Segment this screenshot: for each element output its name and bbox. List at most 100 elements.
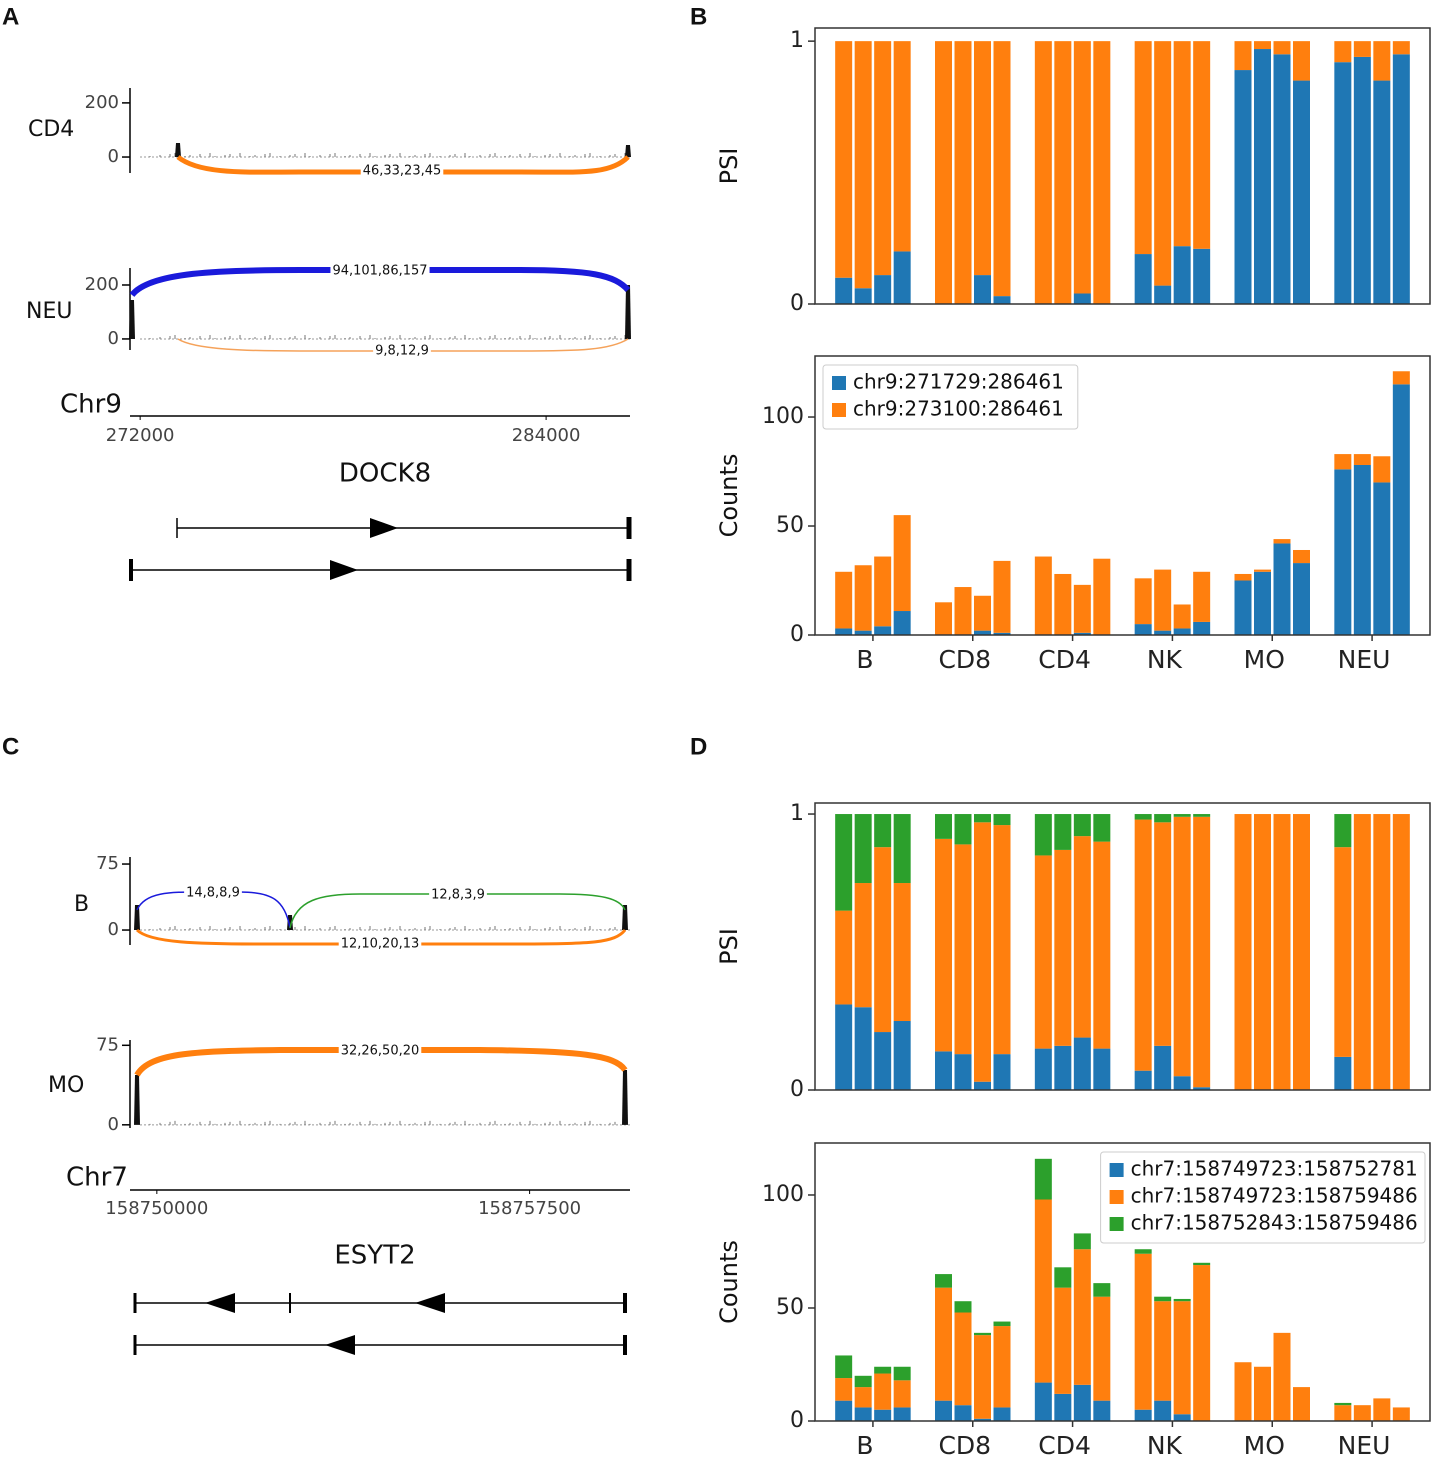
y-tick-label: 75 [96, 853, 119, 874]
x-tick-label: B [856, 645, 873, 674]
bar-segment [974, 630, 991, 635]
bar-segment [835, 628, 853, 635]
bar-segment [874, 1409, 892, 1421]
bar-segment [1034, 1158, 1052, 1200]
legend-swatch [832, 403, 846, 417]
bar-segment [993, 560, 1011, 633]
legend-frame [1100, 1151, 1426, 1244]
bar-segment [1373, 41, 1391, 81]
bar-segment [854, 630, 872, 635]
y-axis-label: PSI [715, 928, 743, 965]
gene-name: ESYT2 [334, 1241, 415, 1271]
bar-segment [1193, 816, 1211, 1088]
label-bg [429, 887, 487, 903]
junction-arc [177, 338, 629, 352]
legend-swatch [1109, 1163, 1124, 1177]
junction-arc [135, 928, 627, 946]
x-tick-label: NK [1147, 1431, 1183, 1460]
bar-segment [1353, 41, 1371, 57]
bar-segment [1353, 814, 1371, 1090]
bar-segment [1373, 80, 1391, 304]
x-tick-label: CD8 [938, 1431, 991, 1460]
x-tick-label: NK [1147, 645, 1183, 674]
bar-segment [1334, 1405, 1352, 1421]
bar-segment [1093, 841, 1111, 1049]
y-axis-label: PSI [715, 148, 743, 185]
coverage-spike [175, 143, 181, 158]
bar-segment [1154, 1400, 1172, 1421]
chromosome: Chr9 [60, 390, 122, 420]
track-name: MO [48, 1073, 84, 1098]
bar-segment [1054, 849, 1072, 1046]
label-bg [338, 936, 422, 952]
bar-segment [1073, 814, 1091, 837]
bar-segment [1134, 41, 1152, 255]
y-tick-label: 0 [108, 328, 119, 349]
bar-segment [954, 587, 972, 635]
junction-arc [176, 154, 630, 175]
chromosome: Chr7 [66, 1163, 128, 1193]
bar-segment [993, 825, 1011, 1055]
bar-segment [954, 41, 972, 305]
bar-segment [1193, 814, 1211, 817]
coverage-spike [129, 300, 135, 339]
bar-segment [1334, 1402, 1352, 1406]
bar-segment [1054, 1393, 1072, 1421]
y-tick-label: 0 [108, 146, 119, 167]
legend-label: chr7:158749723:158759486 [1131, 1184, 1418, 1208]
y-tick-label: 100 [762, 1182, 804, 1207]
legend-label: chr9:271729:286461 [853, 370, 1064, 394]
bar-segment [874, 1366, 892, 1374]
junction-label: 32,26,50,20 [341, 1044, 420, 1059]
bar-segment [1273, 814, 1291, 1090]
bar-segment [1193, 621, 1211, 635]
bar-segment [835, 571, 853, 629]
bar-segment [874, 847, 892, 1033]
legend-swatch [832, 376, 846, 390]
bar-segment [1093, 1283, 1111, 1297]
x-tick-label: MO [1244, 1431, 1285, 1460]
legend-frame [822, 364, 1079, 430]
bar-segment [1073, 1384, 1091, 1421]
x-tick-label: CD4 [1038, 1431, 1091, 1460]
bar-segment [1273, 539, 1291, 544]
bar-segment [1054, 1287, 1072, 1394]
bar-segment [1173, 628, 1191, 635]
bar-segment [1293, 80, 1310, 304]
bar-segment [1334, 814, 1352, 848]
bar-segment [1134, 819, 1152, 1071]
bar-segment [835, 1355, 853, 1379]
bar-segment [1054, 1045, 1072, 1090]
bar-segment [1054, 814, 1072, 850]
bar-segment [1054, 1267, 1072, 1288]
bar-segment [1373, 456, 1391, 483]
bar-segment [1193, 248, 1211, 304]
bar-segment [974, 1335, 991, 1419]
bar-segment [835, 41, 853, 278]
bar-segment [893, 41, 911, 252]
axes-frame [814, 802, 1431, 1091]
bar-segment [1254, 41, 1271, 50]
y-axis-label: Counts [715, 1240, 743, 1324]
bar-segment [1173, 41, 1191, 247]
bar-segment [854, 1387, 872, 1408]
bar-segment [893, 251, 911, 304]
axes-frame [814, 27, 1431, 305]
bar-segment [974, 1418, 991, 1421]
bar-segment [974, 1081, 991, 1090]
bar-segment [954, 844, 972, 1055]
x-tick-label: 272000 [106, 425, 175, 446]
bar-segment [1373, 814, 1391, 1090]
bar-segment [893, 883, 911, 1022]
bar-segment [854, 883, 872, 1008]
bar-segment [935, 838, 952, 1052]
bar-segment [1073, 293, 1091, 304]
bar-segment [1353, 56, 1371, 304]
legend-label: chr7:158749723:158752781 [1131, 1157, 1418, 1181]
bar-segment [1392, 54, 1410, 305]
bar-segment [954, 1405, 972, 1421]
coverage-spike [625, 145, 631, 158]
bar-segment [1073, 632, 1091, 635]
track-name: NEU [26, 299, 72, 324]
bar-segment [935, 1400, 952, 1421]
